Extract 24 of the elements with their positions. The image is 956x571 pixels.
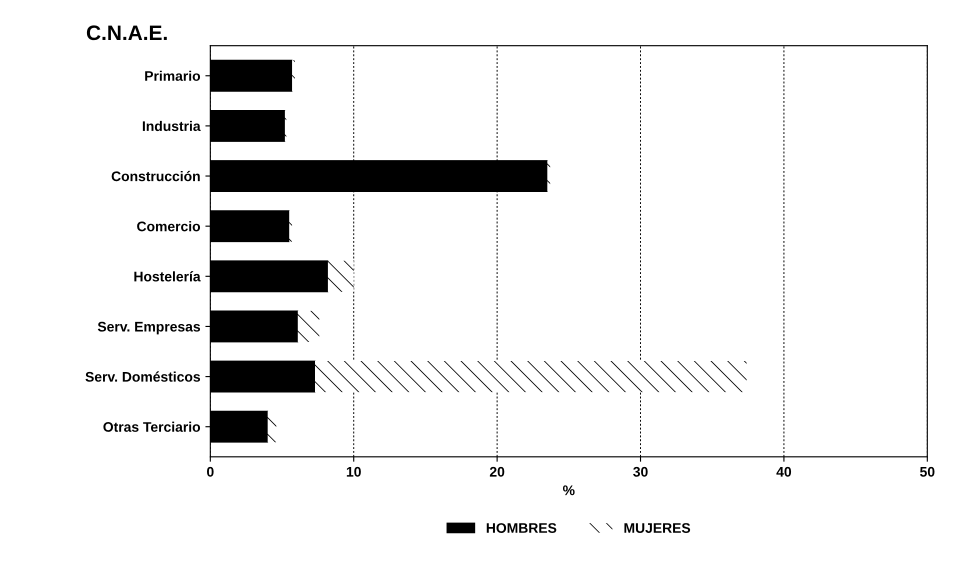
legend-label: MUJERES	[624, 523, 690, 533]
bar	[268, 411, 276, 442]
legend-label: HOMBRES	[486, 523, 556, 533]
x-tick-label: 0	[207, 466, 214, 477]
x-tick-label: 40	[776, 466, 792, 477]
y-tick-label: Primario	[145, 70, 200, 81]
chart-title: C.N.A.E.	[86, 25, 167, 40]
y-tick-label: Industria	[142, 120, 201, 132]
bar	[292, 60, 295, 92]
y-tick-label: Serv. Empresas	[98, 322, 200, 334]
y-tick-label: Otras Terciario	[103, 422, 200, 432]
x-tick-label: 20	[490, 466, 504, 477]
x-tick-label: 10	[346, 466, 361, 477]
bar	[298, 310, 320, 342]
bar	[328, 260, 354, 292]
y-tick-label: Serv. Domésticos	[85, 371, 200, 382]
y-tick-label: Hostelería	[134, 271, 201, 282]
y-tick-label: Comercio	[137, 221, 200, 232]
x-tick-label: 30	[633, 466, 648, 477]
bar	[289, 210, 292, 242]
x-tick-label: 50	[920, 466, 934, 477]
bar	[315, 361, 747, 392]
x-axis-title: %	[562, 485, 575, 496]
y-tick-label: Construcción	[112, 170, 200, 182]
